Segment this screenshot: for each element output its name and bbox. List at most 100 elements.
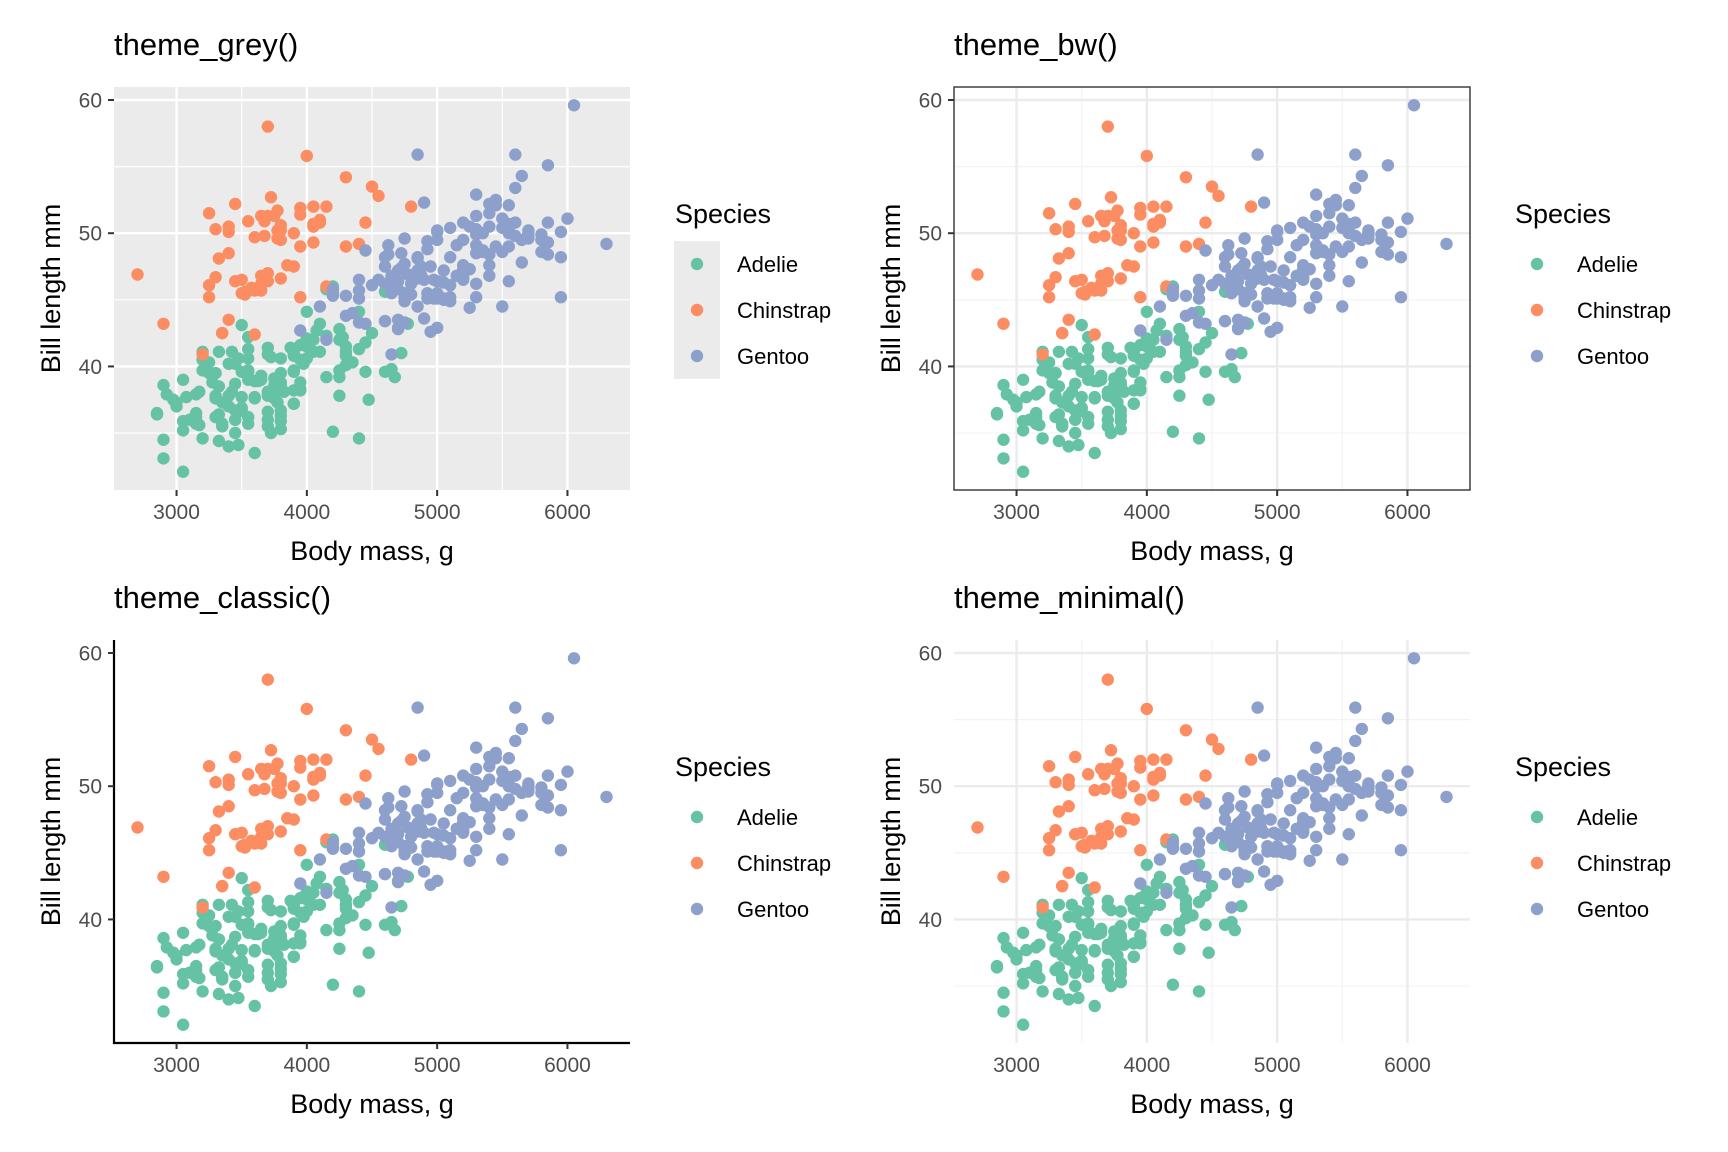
- data-point: [1160, 886, 1173, 899]
- data-point: [561, 765, 574, 778]
- data-point: [339, 862, 353, 875]
- data-point: [150, 961, 164, 974]
- x-tick-label: 6000: [1384, 1054, 1431, 1077]
- legend-label: Gentoo: [737, 344, 809, 369]
- data-point: [1199, 317, 1212, 330]
- data-point: [242, 417, 255, 430]
- data-point: [1069, 828, 1082, 841]
- data-point: [268, 378, 281, 392]
- data-point: [1072, 438, 1085, 452]
- data-point: [339, 842, 353, 855]
- data-point: [1349, 769, 1362, 782]
- data-point: [1062, 993, 1075, 1006]
- data-point: [1336, 300, 1349, 313]
- data-point: [496, 853, 509, 866]
- data-point: [1062, 910, 1075, 923]
- data-point: [222, 993, 235, 1006]
- data-point: [242, 215, 255, 228]
- data-point: [1264, 813, 1277, 826]
- data-point: [567, 99, 581, 112]
- data-point: [1108, 378, 1121, 392]
- data-point: [131, 821, 144, 834]
- data-point: [1297, 233, 1310, 247]
- data-point: [1052, 345, 1066, 358]
- data-point: [222, 910, 235, 923]
- data-point: [1251, 300, 1264, 313]
- data-point: [411, 817, 424, 830]
- data-point: [457, 263, 470, 276]
- data-point: [1251, 817, 1264, 830]
- data-point: [238, 838, 252, 851]
- data-point: [352, 826, 366, 839]
- data-point: [1049, 223, 1062, 236]
- data-point: [1225, 822, 1238, 835]
- data-point: [1176, 330, 1189, 344]
- data-point: [1261, 796, 1274, 809]
- data-point: [229, 413, 242, 426]
- data-point: [1134, 844, 1147, 857]
- data-point: [997, 317, 1010, 330]
- data-point: [990, 961, 1004, 974]
- data-point: [274, 975, 287, 989]
- data-point: [1349, 148, 1362, 161]
- data-point: [131, 268, 144, 281]
- panel-title: theme_grey(): [114, 27, 298, 62]
- data-point: [1010, 396, 1023, 409]
- data-point: [242, 342, 255, 356]
- data-point: [1114, 409, 1127, 422]
- data-point: [600, 790, 613, 804]
- data-point: [1049, 776, 1062, 789]
- data-point: [385, 901, 398, 914]
- data-point: [1297, 826, 1310, 839]
- data-point: [470, 741, 483, 754]
- data-point: [1179, 240, 1193, 253]
- data-point: [274, 366, 287, 380]
- data-point: [1082, 342, 1095, 356]
- series-chinstrap: [131, 120, 418, 361]
- data-point: [1277, 817, 1290, 830]
- y-tick-label: 40: [919, 356, 942, 379]
- data-point: [1407, 99, 1421, 112]
- data-point: [382, 248, 395, 261]
- data-point: [359, 216, 372, 229]
- data-point: [238, 285, 252, 298]
- data-point: [1137, 357, 1150, 370]
- data-point: [1173, 942, 1186, 955]
- data-point: [509, 782, 522, 796]
- data-point: [1101, 413, 1114, 426]
- data-point: [1082, 215, 1095, 228]
- data-point: [1205, 733, 1219, 746]
- data-point: [1199, 216, 1212, 229]
- y-tick-label: 40: [919, 909, 942, 932]
- data-point: [248, 881, 261, 894]
- data-point: [470, 188, 483, 201]
- data-point: [196, 432, 209, 445]
- data-point: [1000, 388, 1013, 401]
- data-point: [1336, 774, 1349, 788]
- data-point: [1108, 942, 1121, 955]
- panel-minimal: theme_minimal() 3000 4000 5000 6000 40 50 60 Bod…: [876, 580, 1671, 1119]
- data-point: [1104, 191, 1118, 204]
- data-point: [1082, 895, 1095, 909]
- data-point: [1303, 301, 1316, 314]
- data-point: [1271, 786, 1284, 800]
- data-point: [307, 236, 320, 249]
- data-point: [554, 778, 568, 792]
- data-point: [431, 224, 444, 237]
- data-point: [417, 312, 431, 325]
- data-point: [411, 264, 424, 277]
- data-point: [1173, 923, 1186, 937]
- data-point: [264, 744, 278, 757]
- data-point: [352, 837, 366, 850]
- data-point: [1134, 291, 1147, 304]
- data-point: [1218, 365, 1232, 378]
- data-point: [411, 804, 424, 817]
- data-point: [1082, 917, 1095, 930]
- data-point: [1394, 251, 1408, 264]
- data-point: [496, 221, 509, 235]
- data-point: [1166, 289, 1180, 302]
- data-point: [1036, 432, 1049, 445]
- series-gentoo: [1134, 99, 1453, 361]
- data-point: [180, 943, 193, 957]
